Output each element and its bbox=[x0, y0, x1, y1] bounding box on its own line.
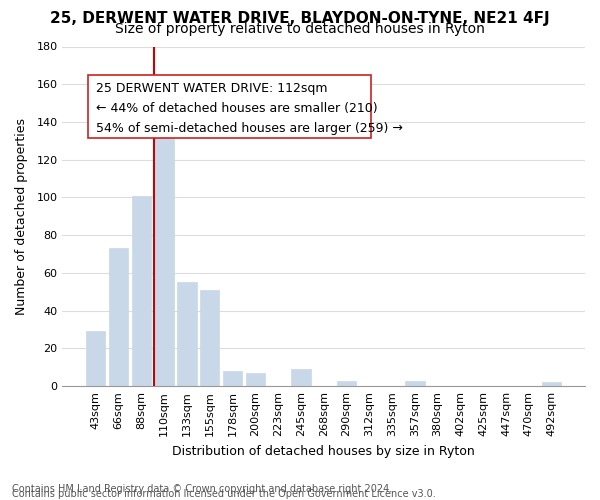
FancyBboxPatch shape bbox=[88, 76, 371, 138]
Text: 25, DERWENT WATER DRIVE, BLAYDON-ON-TYNE, NE21 4FJ: 25, DERWENT WATER DRIVE, BLAYDON-ON-TYNE… bbox=[50, 12, 550, 26]
Text: Contains public sector information licensed under the Open Government Licence v3: Contains public sector information licen… bbox=[12, 489, 436, 499]
Bar bbox=[542, 382, 561, 386]
Y-axis label: Number of detached properties: Number of detached properties bbox=[15, 118, 28, 315]
Bar bbox=[291, 369, 311, 386]
Text: Contains HM Land Registry data © Crown copyright and database right 2024.: Contains HM Land Registry data © Crown c… bbox=[12, 484, 392, 494]
Text: 54% of semi-detached houses are larger (259) →: 54% of semi-detached houses are larger (… bbox=[96, 122, 403, 134]
Bar bbox=[223, 371, 242, 386]
Bar bbox=[177, 282, 197, 386]
Text: 25 DERWENT WATER DRIVE: 112sqm: 25 DERWENT WATER DRIVE: 112sqm bbox=[96, 82, 328, 95]
Bar bbox=[131, 196, 151, 386]
Bar bbox=[154, 128, 174, 386]
Text: ← 44% of detached houses are smaller (210): ← 44% of detached houses are smaller (21… bbox=[96, 102, 378, 115]
Bar bbox=[245, 373, 265, 386]
Bar bbox=[86, 332, 106, 386]
Bar bbox=[200, 290, 220, 386]
X-axis label: Distribution of detached houses by size in Ryton: Distribution of detached houses by size … bbox=[172, 444, 475, 458]
Bar bbox=[405, 380, 425, 386]
Bar bbox=[337, 380, 356, 386]
Bar bbox=[109, 248, 128, 386]
Text: Size of property relative to detached houses in Ryton: Size of property relative to detached ho… bbox=[115, 22, 485, 36]
